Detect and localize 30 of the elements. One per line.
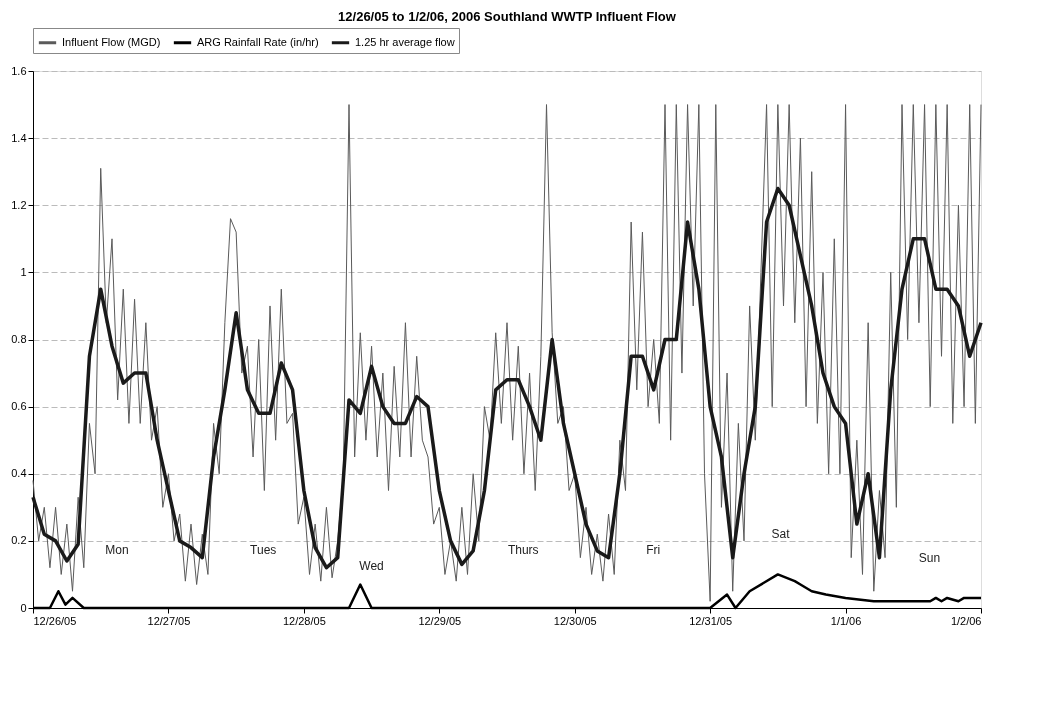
y-tick-label: 0.6	[11, 400, 27, 413]
x-tick-label: 1/1/06	[830, 614, 862, 627]
y-tick-label: 0.8	[11, 333, 27, 345]
x-tick-label: 12/27/05	[147, 614, 191, 627]
y-tick-label: 0	[20, 601, 27, 614]
chart-title: 12/26/05 to 1/2/06, 2006 Southland WWTP Influent Flow	[338, 8, 677, 24]
legend-label: 1.25 hr average flow	[355, 35, 455, 48]
annotation: Tues	[250, 543, 277, 557]
line-series	[31, 186, 983, 570]
x-tick-label: 12/26/05	[33, 614, 77, 627]
y-tick-label: 1	[20, 265, 27, 278]
annotation: Thurs	[507, 543, 539, 557]
annotation: Fri	[646, 543, 661, 557]
x-tick-label: 12/28/05	[282, 614, 326, 627]
annotation: Wed	[359, 559, 384, 573]
legend-label: ARG Rainfall Rate (in/hr)	[197, 35, 319, 48]
annotation: Sun	[918, 551, 941, 565]
legend-label: Influent Flow (MGD)	[62, 35, 161, 48]
x-tick-label: 12/30/05	[553, 614, 597, 627]
y-tick-label: 1.6	[11, 64, 27, 77]
x-tick-label: 12/31/05	[689, 614, 733, 627]
x-tick-label: 12/29/05	[418, 614, 462, 627]
annotation: Sat	[771, 527, 791, 541]
x-tick-label: 1/2/06	[950, 614, 982, 627]
line-series	[32, 104, 982, 602]
y-tick-label: 0.2	[11, 534, 27, 547]
annotation: Mon	[105, 543, 129, 557]
y-tick-label: 1.2	[11, 198, 27, 211]
y-tick-label: 1.4	[11, 131, 27, 144]
y-tick-label: 0.4	[11, 467, 27, 480]
